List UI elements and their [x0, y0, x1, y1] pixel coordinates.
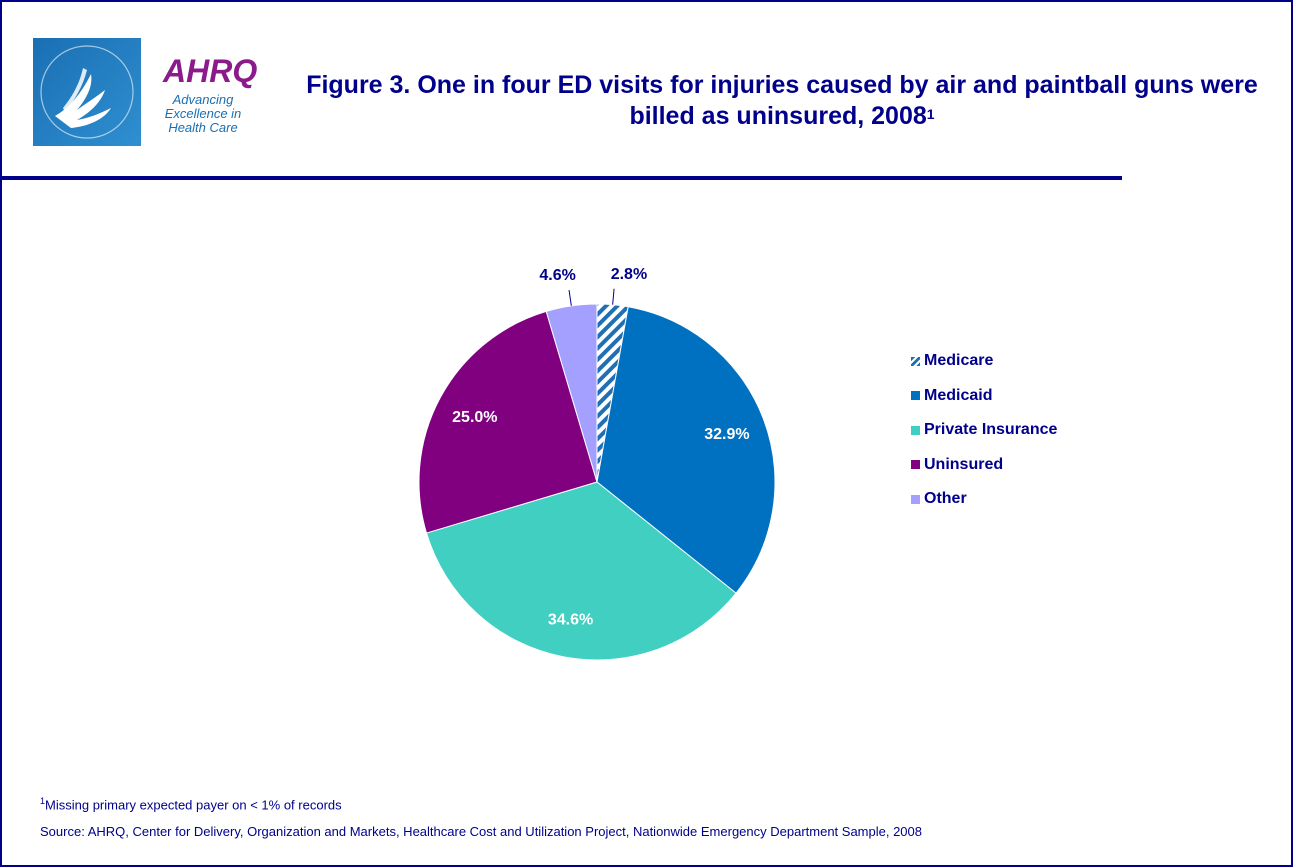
hhs-seal-ring	[40, 45, 134, 139]
leader-line-medicare	[612, 288, 615, 305]
data-label-private-insurance: 34.6%	[548, 611, 593, 628]
data-label-medicare: 2.8%	[611, 266, 647, 283]
legend-swatch-uninsured	[911, 460, 920, 470]
pie-slice-medicaid	[596, 306, 776, 594]
legend-item-uninsured: Uninsured	[911, 448, 1057, 483]
legend-item-medicare: Medicare	[911, 344, 1057, 379]
legend-label-medicaid: Medicaid	[924, 386, 993, 404]
pie-slice-other	[545, 303, 598, 483]
legend-label-private-insurance: Private Insurance	[924, 421, 1058, 439]
data-label-uninsured: 25.0%	[452, 409, 497, 426]
title-divider	[2, 176, 1122, 180]
ahrq-logo: AHRQ Advancing Excellence in Health Care	[33, 38, 259, 146]
legend-swatch-medicare	[911, 356, 920, 366]
source-note: Source: AHRQ, Center for Delivery, Organ…	[40, 824, 922, 839]
data-label-other: 4.6%	[539, 267, 575, 284]
footnote: 1Missing primary expected payer on < 1% …	[40, 796, 342, 812]
leader-line-other	[568, 289, 572, 306]
ahrq-logo-panel	[143, 38, 259, 146]
figure-title-text: Figure 3. One in four ED visits for inju…	[306, 71, 1258, 130]
ahrq-tagline: Advancing Excellence in Health Care	[165, 92, 242, 135]
title-footnote-marker: 1	[926, 106, 935, 122]
ahrq-tagline-line-1: Advancing	[172, 92, 234, 107]
footnote-marker: 1	[40, 796, 46, 806]
ahrq-wordmark: AHRQ	[162, 53, 257, 89]
legend-item-medicaid: Medicaid	[911, 379, 1057, 414]
figure-title: Figure 3. One in four ED visits for inju…	[302, 70, 1262, 132]
legend-label-medicare: Medicare	[924, 352, 994, 370]
legend-swatch-other	[911, 494, 920, 504]
legend-swatch-medicaid	[911, 391, 920, 401]
chart-legend: Medicare Medicaid Private Insurance Uninsur…	[911, 344, 1057, 517]
legend-item-private-insurance: Private Insurance	[911, 413, 1057, 448]
footnote-text: Missing primary expected payer on < 1% o…	[45, 797, 342, 813]
data-label-medicaid: 32.9%	[704, 426, 749, 443]
ahrq-tagline-line-3: Health Care	[168, 120, 237, 135]
legend-label-other: Other	[924, 490, 967, 508]
legend-item-other: Other	[911, 482, 1057, 517]
pie-slice-private-insurance	[425, 481, 737, 661]
pie-slice-uninsured	[418, 310, 598, 534]
ahrq-tagline-line-2: Excellence in	[165, 106, 242, 121]
legend-swatch-private-insurance	[911, 425, 920, 435]
hhs-eagle-icon	[55, 68, 111, 128]
legend-label-uninsured: Uninsured	[924, 455, 1004, 473]
